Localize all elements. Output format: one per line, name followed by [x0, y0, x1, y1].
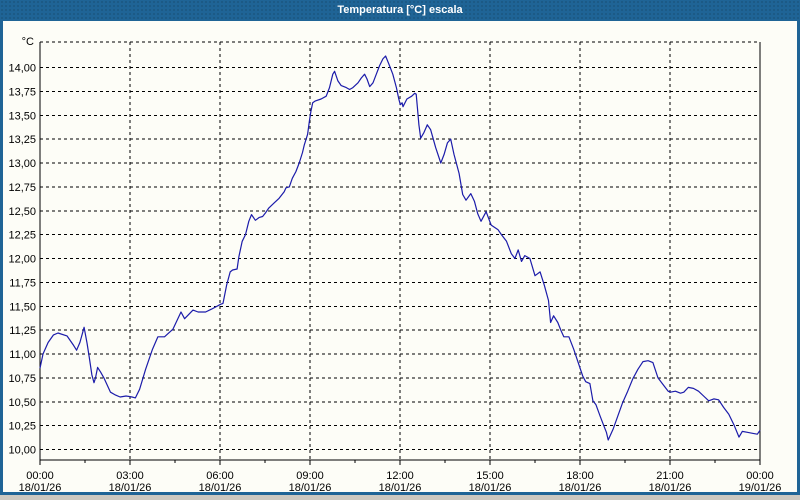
x-tick-time-label: 18:00 [566, 470, 594, 482]
x-tick-date-label: 19/01/26 [739, 482, 782, 494]
y-tick-label: 10,25 [8, 421, 36, 433]
x-tick-date-label: 18/01/26 [109, 482, 152, 494]
y-tick-label: 14,00 [8, 63, 36, 75]
y-tick-label: 10,00 [8, 445, 36, 457]
y-tick-label: 13,00 [8, 158, 36, 170]
x-tick-date-label: 18/01/26 [469, 482, 512, 494]
temperature-chart: 14,00 13,75 13,50 13,25 13,00 12,75 12,50 12,25… [8, 41, 782, 494]
x-tick-date-label: 18/01/26 [289, 482, 332, 494]
y-tick-label: 12,75 [8, 182, 36, 194]
x-tick-date-label: 18/01/26 [379, 482, 422, 494]
x-tick-time-label: 21:00 [656, 470, 684, 482]
x-tick-time-label: 03:00 [116, 470, 144, 482]
x-tick-date-label: 18/01/26 [559, 482, 602, 494]
y-tick-label: 10,50 [8, 397, 36, 409]
y-tick-label: 12,50 [8, 206, 36, 218]
y-tick-label: 13,50 [8, 110, 36, 122]
x-tick-time-label: 15:00 [476, 470, 504, 482]
y-tick-label: 13,25 [8, 134, 36, 146]
x-tick-time-label: 00:00 [26, 470, 54, 482]
y-axis-unit-label: °C [21, 36, 34, 48]
x-tick-date-label: 18/01/26 [649, 482, 692, 494]
y-tick-label: 13,75 [8, 86, 36, 98]
x-tick-time-label: 00:00 [746, 470, 774, 482]
window-title: Temperatura [°C] escala [337, 4, 463, 16]
title-bar: Temperatura [°C] escala [0, 0, 800, 21]
x-tick-date-label: 18/01/26 [199, 482, 242, 494]
x-tick-date-label: 18/01/26 [19, 482, 62, 494]
temperature-line [39, 55, 761, 441]
y-tick-label: 11,25 [9, 325, 36, 337]
y-tick-label: 11,50 [9, 301, 36, 313]
y-tick-label: 11,00 [9, 349, 36, 361]
y-tick-label: 12,25 [8, 230, 36, 242]
x-tick-time-label: 06:00 [206, 470, 234, 482]
y-tick-label: 10,75 [8, 373, 36, 385]
x-tick-time-label: 12:00 [386, 470, 414, 482]
x-tick-time-label: 09:00 [296, 470, 324, 482]
y-tick-label: 12,00 [8, 254, 36, 266]
y-tick-label: 11,75 [9, 277, 36, 289]
